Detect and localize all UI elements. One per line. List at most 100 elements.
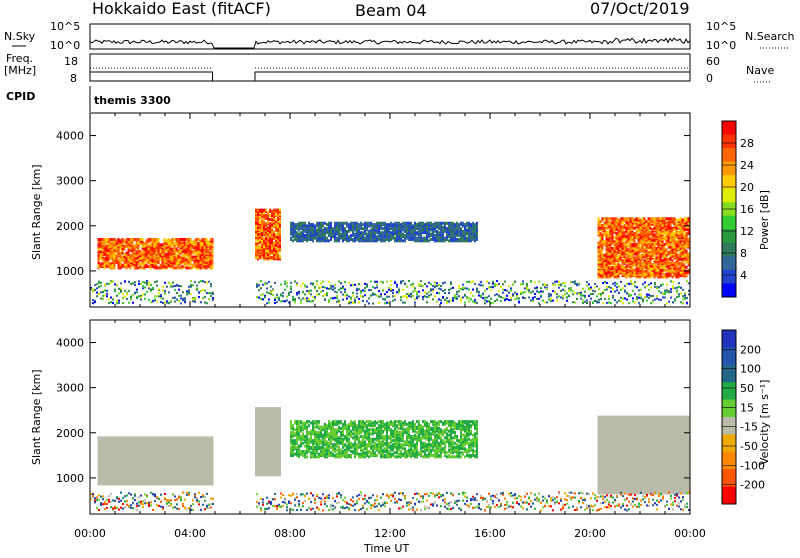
power-cell [186, 238, 188, 241]
power-cell [434, 295, 436, 297]
power-cell [186, 242, 188, 245]
power-cell [180, 297, 182, 299]
power-cell [273, 241, 275, 244]
power-cell [370, 228, 372, 231]
power-cell [498, 283, 500, 285]
power-cell [130, 296, 132, 298]
power-cell [394, 237, 396, 240]
power-cell [438, 226, 440, 229]
power-cell [140, 265, 142, 268]
power-cell [678, 286, 680, 288]
power-cell [664, 296, 666, 298]
power-cell [342, 227, 344, 230]
power-cell [666, 269, 668, 272]
power-cell [632, 258, 634, 261]
power-cell [558, 287, 560, 289]
power-cell [260, 287, 262, 289]
power-cell [156, 295, 158, 297]
power-cell [118, 266, 120, 269]
power-cell [646, 294, 648, 296]
power-cell [598, 301, 600, 303]
power-cell [408, 280, 410, 282]
power-cell [464, 287, 466, 289]
power-cell [122, 302, 124, 304]
power-cell [178, 243, 180, 246]
power-cell [476, 302, 478, 304]
power-cell [476, 237, 478, 240]
power-cell [322, 295, 324, 297]
power-cell [202, 258, 204, 261]
beam-title: Beam 04 [355, 1, 427, 20]
power-cell [656, 265, 658, 268]
power-cell [466, 237, 468, 240]
power-cell [200, 301, 202, 303]
power-cell [210, 285, 212, 287]
power-cell [98, 243, 100, 246]
power-cell [263, 249, 265, 252]
power-cell [206, 282, 208, 284]
power-cell [134, 245, 136, 248]
power-cell [520, 293, 522, 295]
power-cell [556, 296, 558, 298]
power-cell [614, 240, 616, 243]
power-cell [638, 224, 640, 227]
power-cell [652, 217, 654, 220]
power-cell [106, 295, 108, 297]
power-cell [188, 257, 190, 260]
power-cell [396, 231, 398, 234]
power-cell [302, 224, 304, 227]
power-cell [210, 292, 212, 294]
power-cell [620, 228, 622, 231]
power-cell [134, 257, 136, 260]
power-cell [266, 288, 268, 290]
power-cell [402, 222, 404, 225]
power-cell [304, 285, 306, 287]
power-cell [586, 285, 588, 287]
power-cell [546, 301, 548, 303]
power-cell [674, 287, 676, 289]
power-cell [572, 293, 574, 295]
power-cell [186, 290, 188, 292]
power-cell [108, 242, 110, 245]
power-cell [120, 282, 122, 284]
power-cell [570, 287, 572, 289]
power-cell [480, 295, 482, 297]
power-cell [660, 238, 662, 241]
power-cell [420, 228, 422, 231]
power-cell [162, 243, 164, 246]
power-cell [598, 299, 600, 301]
power-cell [458, 233, 460, 236]
power-cell [430, 294, 432, 296]
nave-tick-bottom: 0 [706, 72, 713, 85]
power-cell [602, 217, 604, 220]
power-cell [332, 297, 334, 299]
power-cell [602, 271, 604, 274]
power-cell [120, 287, 122, 289]
power-cell [638, 221, 640, 224]
power-cell [104, 260, 106, 263]
power-cell [352, 284, 354, 286]
power-cell [368, 234, 370, 237]
power-cell [620, 267, 622, 270]
power-cell [640, 219, 642, 222]
power-cell [116, 239, 118, 242]
power-cell [432, 227, 434, 230]
power-cell [170, 283, 172, 285]
power-cell [622, 262, 624, 265]
power-cell [586, 302, 588, 304]
power-cell [182, 254, 184, 257]
power-cell [418, 291, 420, 293]
power-cell [172, 282, 174, 284]
power-cell [172, 247, 174, 250]
power-cell [122, 238, 124, 241]
power-cell [656, 247, 658, 250]
power-cell [430, 222, 432, 225]
power-cell [354, 222, 356, 225]
power-cell [210, 252, 212, 255]
power-cell [302, 297, 304, 299]
power-cell [279, 255, 281, 258]
power-cell [670, 250, 672, 253]
power-cell [210, 295, 212, 297]
power-cell [644, 232, 646, 235]
power-cell [554, 292, 556, 294]
